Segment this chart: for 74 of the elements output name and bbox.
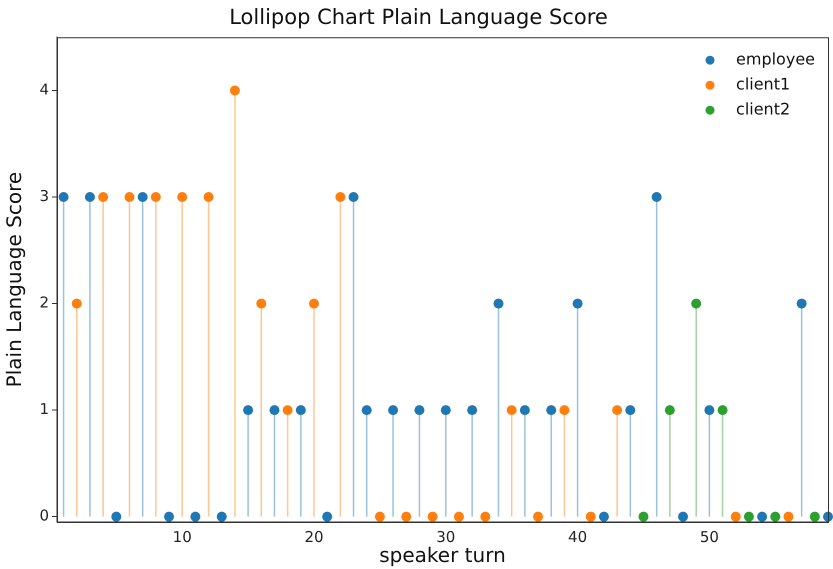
point	[598, 512, 609, 522]
point	[783, 512, 794, 522]
point	[730, 512, 741, 522]
x-tick-label: 40	[568, 528, 588, 546]
point	[796, 298, 807, 309]
y-tick-label: 1	[39, 400, 49, 418]
point	[362, 405, 372, 416]
point	[164, 512, 174, 522]
point	[467, 405, 478, 416]
point	[256, 298, 266, 309]
point	[638, 512, 648, 522]
point	[230, 85, 240, 96]
point	[506, 405, 517, 416]
x-tick-label: 10	[172, 528, 192, 546]
y-tick-label: 4	[39, 80, 49, 98]
point	[546, 405, 556, 416]
point	[138, 192, 148, 202]
point	[757, 512, 768, 522]
point	[520, 405, 530, 416]
y-tick-label: 0	[39, 506, 49, 525]
point	[296, 405, 306, 416]
point	[269, 405, 280, 416]
point	[204, 192, 214, 202]
point	[374, 512, 385, 522]
point	[533, 512, 544, 522]
x-tick-label: 30	[436, 528, 456, 546]
x-tick-label: 50	[700, 528, 719, 546]
point	[124, 192, 134, 202]
point	[810, 512, 820, 522]
point	[691, 298, 702, 309]
point	[150, 192, 161, 202]
legend-label: employee	[736, 49, 816, 68]
point	[428, 512, 438, 522]
point	[335, 192, 346, 202]
point	[388, 405, 398, 416]
chart-title: Lollipop Chart Plain Language Score	[229, 5, 608, 30]
point	[559, 405, 570, 416]
point	[652, 192, 662, 202]
point	[309, 298, 319, 309]
point	[718, 405, 728, 416]
point	[494, 298, 504, 309]
point	[612, 405, 622, 416]
point	[348, 192, 359, 202]
point	[111, 512, 122, 522]
point	[480, 512, 490, 522]
y-tick-label: 2	[39, 293, 49, 312]
point	[282, 405, 293, 416]
point	[98, 192, 108, 202]
point	[625, 405, 636, 416]
point	[586, 512, 596, 522]
point	[84, 192, 95, 202]
point	[414, 405, 424, 416]
x-axis-title: speaker turn	[379, 543, 506, 568]
point	[216, 512, 227, 522]
point	[572, 298, 583, 309]
legend-label: client2	[736, 99, 790, 118]
point	[72, 298, 82, 309]
point	[322, 512, 332, 522]
point	[704, 405, 714, 416]
point	[744, 512, 754, 522]
point	[664, 405, 675, 416]
point	[678, 512, 688, 522]
point	[243, 405, 254, 416]
x-tick-label: 20	[304, 528, 324, 546]
point	[770, 512, 780, 522]
point	[454, 512, 464, 522]
point	[58, 192, 69, 202]
point	[401, 512, 412, 522]
point	[177, 192, 188, 202]
legend-label: client1	[736, 74, 790, 94]
point	[190, 512, 200, 522]
point	[440, 405, 451, 416]
y-tick-label: 3	[39, 186, 49, 205]
y-axis-title: Plain Language Score	[2, 172, 26, 388]
